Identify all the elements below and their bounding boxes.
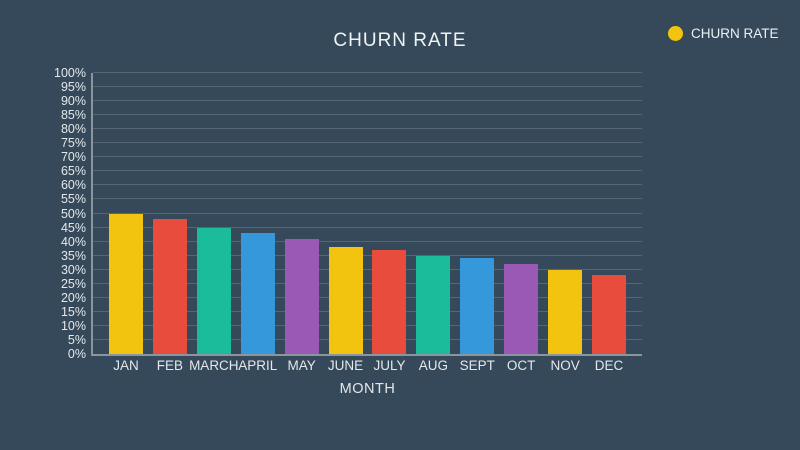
y-tick-label-80: 80% — [60, 122, 86, 137]
y-tick-label-15: 15% — [60, 304, 86, 319]
y-tick-label-85: 85% — [60, 108, 86, 123]
gridline-40 — [93, 240, 642, 242]
y-tick-label-60: 60% — [60, 178, 86, 193]
gridline-45 — [93, 226, 642, 228]
legend-marker-icon — [668, 26, 683, 41]
x-tick-label-dec: DEC — [594, 358, 624, 373]
bar-april[interactable] — [240, 233, 275, 354]
y-tick-label-30: 30% — [60, 262, 86, 277]
x-tick-label-april: APRIL — [238, 358, 278, 373]
gridline-10 — [93, 324, 642, 326]
gridline-95 — [93, 86, 642, 88]
y-tick-label-100: 100% — [54, 66, 86, 80]
bar-feb[interactable] — [152, 219, 187, 354]
bar-march[interactable] — [196, 227, 231, 354]
gridline-80 — [93, 128, 642, 130]
x-tick-label-sept: SEPT — [459, 358, 495, 373]
y-tick-label-20: 20% — [60, 290, 86, 305]
y-tick-label-25: 25% — [60, 276, 86, 291]
gridline-70 — [93, 156, 642, 158]
y-tick-label-70: 70% — [60, 150, 86, 165]
bar-june[interactable] — [328, 247, 363, 354]
y-tick-label-55: 55% — [60, 192, 86, 207]
y-tick-label-90: 90% — [60, 94, 86, 109]
x-tick-label-june: JUNE — [327, 358, 364, 373]
y-tick-label-65: 65% — [60, 164, 86, 179]
x-tick-label-march: MARCH — [189, 358, 239, 373]
y-tick-label-40: 40% — [60, 234, 86, 249]
bar-jan[interactable] — [109, 213, 143, 354]
y-tick-label-35: 35% — [60, 248, 86, 263]
y-tick-label-75: 75% — [60, 136, 86, 151]
legend-item-churn-rate[interactable]: CHURN RATE — [668, 26, 779, 41]
y-tick-label-0: 0% — [67, 347, 86, 361]
y-tick-label-45: 45% — [60, 220, 86, 235]
gridline-100 — [93, 72, 642, 73]
y-tick-label-95: 95% — [60, 80, 86, 95]
bar-may[interactable] — [284, 238, 319, 354]
gridline-90 — [93, 100, 642, 102]
gridline-60 — [93, 184, 642, 186]
x-tick-label-aug: AUG — [418, 358, 448, 373]
y-tick-label-10: 10% — [60, 318, 86, 333]
x-axis-title: MONTH — [339, 381, 396, 397]
x-tick-label-oct: OCT — [506, 358, 536, 373]
y-tick-label-50: 50% — [60, 206, 86, 221]
bar-july[interactable] — [372, 250, 407, 354]
chart-title: CHURN RATE — [333, 30, 467, 51]
plot-area — [91, 72, 642, 356]
x-tick-label-jan: JAN — [113, 358, 139, 373]
x-tick-label-feb: FEB — [156, 358, 184, 373]
gridline-35 — [93, 254, 642, 256]
x-axis-labels: JAN FEB MARCH APRIL MAY JUNE JULY AUG SEPT OCT NOV… — [93, 358, 642, 376]
bar-dec[interactable] — [592, 275, 626, 354]
bar-nov[interactable] — [548, 269, 583, 354]
gridline-30 — [93, 268, 642, 270]
x-tick-label-may: MAY — [287, 358, 316, 373]
gridline-20 — [93, 296, 642, 298]
gridline-50 — [93, 212, 642, 214]
bar-oct[interactable] — [504, 264, 539, 354]
gridline-15 — [93, 310, 642, 312]
gridline-75 — [93, 142, 642, 144]
bar-aug[interactable] — [416, 255, 451, 354]
gridline-65 — [93, 170, 642, 172]
gridline-25 — [93, 282, 642, 284]
gridline-5 — [93, 338, 642, 340]
gridline-85 — [93, 114, 642, 116]
y-tick-label-5: 5% — [67, 332, 86, 347]
y-axis-labels: 0% 5% 10% 15% 20% 25% 30% 35% 40% 45% 50% 55% 60% 65%… — [0, 66, 86, 361]
gridline-55 — [93, 198, 642, 200]
bar-sept[interactable] — [460, 258, 495, 354]
x-tick-label-july: JULY — [373, 358, 406, 373]
x-tick-label-nov: NOV — [550, 358, 580, 373]
legend-label: CHURN RATE — [691, 26, 779, 41]
